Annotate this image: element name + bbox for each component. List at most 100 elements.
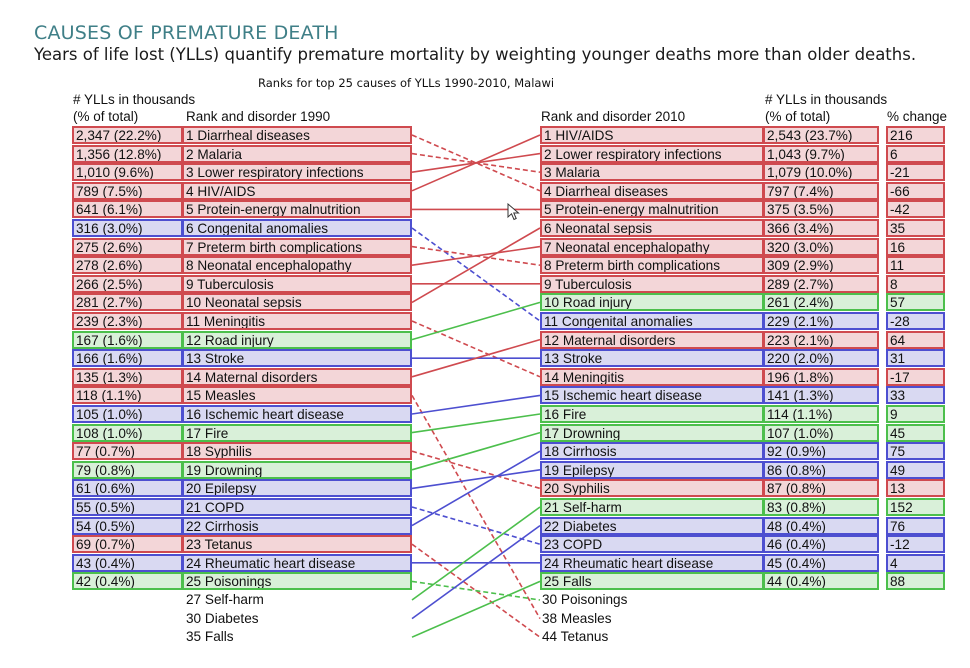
disorder-1990-cell: 18 Syphilis	[182, 442, 412, 461]
disorder-2010-cell: 5 Protein-energy malnutrition	[540, 200, 764, 219]
value-2010-cell: 83 (0.8%)	[763, 498, 879, 516]
disorder-2010-outside-top25: 44 Tetanus	[542, 629, 609, 645]
value-1990-cell: 275 (2.6%)	[72, 237, 183, 256]
value-1990-cell: 316 (3.0%)	[72, 219, 183, 237]
value-2010-cell: 1,079 (10.0%)	[763, 163, 879, 182]
rank-connection-line	[411, 506, 541, 545]
value-1990-cell: 43 (0.4%)	[72, 553, 183, 572]
disorder-1990-cell: 24 Rheumatic heart disease	[182, 553, 412, 572]
rank-connection-line	[411, 320, 541, 378]
disorder-1990-cell: 21 COPD	[182, 498, 412, 516]
percent-change-cell: 13	[886, 479, 945, 498]
disorder-2010-cell: 11 Congenital anomalies	[540, 312, 764, 330]
value-2010-cell: 45 (0.4%)	[763, 553, 879, 572]
value-2010-cell: 44 (0.4%)	[763, 572, 879, 591]
disorder-1990-cell: 6 Congenital anomalies	[182, 219, 412, 237]
rank-connection-line	[411, 450, 541, 527]
percent-change-cell: 57	[886, 293, 945, 312]
disorder-1990-cell: 16 Ischemic heart disease	[182, 405, 412, 423]
rank-connection-line	[411, 543, 541, 638]
disorder-2010-cell: 24 Rheumatic heart disease	[540, 553, 764, 572]
rank-connection-line	[411, 245, 541, 266]
disorder-1990-cell: 1 Diarrheal diseases	[182, 126, 412, 144]
value-2010-cell: 309 (2.9%)	[763, 256, 879, 275]
disorder-1990-cell: 20 Epilepsy	[182, 479, 412, 498]
disorder-2010-cell: 8 Preterm birth complications	[540, 256, 764, 275]
value-2010-cell: 229 (2.1%)	[763, 312, 879, 330]
disorder-1990-cell: 15 Measles	[182, 386, 412, 405]
percent-change-cell: 64	[886, 330, 945, 349]
rank-connection-line	[411, 338, 541, 378]
right-rank-header: Rank and disorder 2010	[541, 109, 686, 124]
disorder-2010-outside-top25: 30 Poisonings	[542, 592, 628, 607]
percent-change-cell: 9	[886, 405, 945, 423]
value-2010-cell: 220 (2.0%)	[763, 349, 879, 368]
disorder-2010-cell: 1 HIV/AIDS	[540, 126, 764, 144]
value-2010-cell: 92 (0.9%)	[763, 442, 879, 461]
disorder-1990-cell: 25 Poisonings	[182, 572, 412, 591]
value-1990-cell: 79 (0.8%)	[72, 460, 183, 479]
value-2010-cell: 48 (0.4%)	[763, 516, 879, 535]
disorder-1990-outside-top25: 30 Diabetes	[186, 610, 259, 626]
percent-change-cell: 31	[886, 349, 945, 368]
disorder-1990-cell: 3 Lower respiratory infections	[182, 163, 412, 182]
value-1990-cell: 55 (0.5%)	[72, 498, 183, 516]
percent-change-cell: 11	[886, 256, 945, 275]
disorder-2010-cell: 18 Cirrhosis	[540, 442, 764, 461]
left-value-header-line2: (% of total)	[73, 109, 139, 124]
value-1990-cell: 2,347 (22.2%)	[72, 126, 183, 144]
rank-connection-line	[411, 413, 541, 434]
disorder-2010-cell: 13 Stroke	[540, 349, 764, 368]
percent-change-cell: -17	[886, 367, 945, 386]
disorder-1990-cell: 19 Drowning	[182, 460, 412, 479]
value-1990-cell: 54 (0.5%)	[72, 516, 183, 535]
percent-change-cell: -12	[886, 535, 945, 554]
value-1990-cell: 42 (0.4%)	[72, 572, 183, 591]
rank-connection-line	[411, 506, 541, 601]
value-2010-cell: 261 (2.4%)	[763, 293, 879, 312]
disorder-1990-outside-top25: 35 Falls	[186, 629, 234, 645]
value-2010-cell: 2,543 (23.7%)	[763, 126, 879, 144]
rank-connection-line	[411, 394, 541, 415]
rank-connection-line	[411, 227, 541, 322]
value-1990-cell: 167 (1.6%)	[72, 330, 183, 349]
change-header: % change	[887, 109, 948, 124]
disorder-2010-cell: 12 Maternal disorders	[540, 330, 764, 349]
disorder-1990-cell: 2 Malaria	[182, 144, 412, 163]
mouse-cursor-icon	[507, 203, 520, 221]
right-value-header-line2: (% of total)	[765, 109, 831, 124]
value-2010-cell: 46 (0.4%)	[763, 535, 879, 554]
disorder-2010-cell: 3 Malaria	[540, 163, 764, 182]
disorder-2010-cell: 25 Falls	[540, 572, 764, 591]
percent-change-cell: 152	[886, 498, 945, 516]
value-1990-cell: 1,010 (9.6%)	[72, 163, 183, 182]
disorder-1990-cell: 7 Preterm birth complications	[182, 237, 412, 256]
rank-connection-line	[411, 431, 541, 471]
value-1990-cell: 69 (0.7%)	[72, 535, 183, 554]
percent-change-cell: 88	[886, 572, 945, 591]
disorder-1990-cell: 8 Neonatal encephalopathy	[182, 256, 412, 275]
disorder-1990-outside-top25: 27 Self-harm	[186, 592, 264, 607]
percent-change-cell: -42	[886, 200, 945, 219]
percent-change-cell: -28	[886, 312, 945, 330]
rank-connection-line	[411, 152, 541, 173]
value-2010-cell: 320 (3.0%)	[763, 237, 879, 256]
disorder-2010-cell: 2 Lower respiratory infections	[540, 144, 764, 163]
disorder-2010-cell: 19 Epilepsy	[540, 460, 764, 479]
value-2010-cell: 86 (0.8%)	[763, 460, 879, 479]
value-2010-cell: 289 (2.7%)	[763, 274, 879, 293]
percent-change-cell: 216	[886, 126, 945, 144]
percent-change-cell: 35	[886, 219, 945, 237]
percent-change-cell: 49	[886, 460, 945, 479]
disorder-2010-cell: 6 Neonatal sepsis	[540, 219, 764, 237]
percent-change-cell: 75	[886, 442, 945, 461]
disorder-2010-cell: 23 COPD	[540, 535, 764, 554]
disorder-2010-cell: 20 Syphilis	[540, 479, 764, 498]
rank-connection-line	[411, 134, 541, 192]
value-1990-cell: 135 (1.3%)	[72, 367, 183, 386]
percent-change-cell: 6	[886, 144, 945, 163]
rank-connection-line	[411, 395, 541, 619]
disorder-2010-cell: 21 Self-harm	[540, 498, 764, 516]
disorder-1990-cell: 4 HIV/AIDS	[182, 181, 412, 200]
rank-connection-line	[411, 245, 541, 266]
